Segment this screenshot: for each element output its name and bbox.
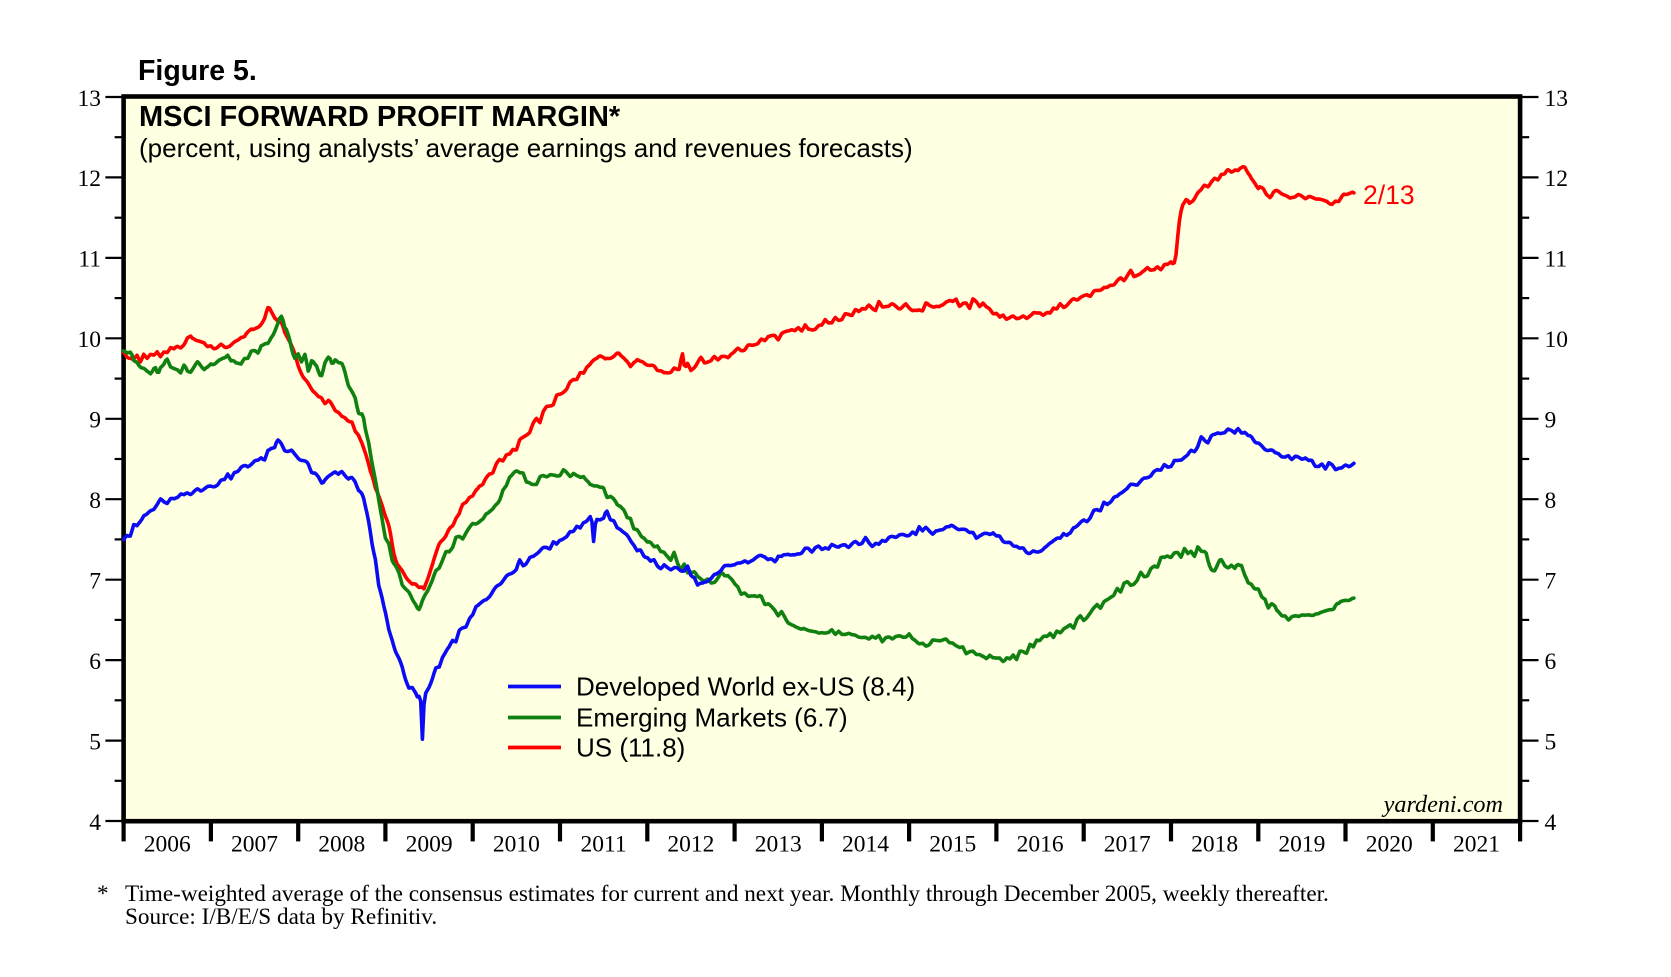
svg-text:Emerging Markets (6.7): Emerging Markets (6.7) xyxy=(576,703,848,733)
svg-text:2009: 2009 xyxy=(406,832,453,858)
svg-text:Source: I/B/E/S data by Refini: Source: I/B/E/S data by Refinitiv. xyxy=(125,904,437,930)
svg-text:5: 5 xyxy=(89,729,101,755)
svg-text:2017: 2017 xyxy=(1104,832,1151,858)
svg-text:8: 8 xyxy=(1545,488,1557,514)
svg-text:Developed World ex-US (8.4): Developed World ex-US (8.4) xyxy=(576,672,915,702)
svg-text:2019: 2019 xyxy=(1278,832,1325,858)
svg-text:2011: 2011 xyxy=(581,832,627,858)
svg-text:2016: 2016 xyxy=(1017,832,1064,858)
svg-text:2013: 2013 xyxy=(755,832,802,858)
svg-text:Time-weighted average of the c: Time-weighted average of the consensus e… xyxy=(125,881,1329,907)
svg-text:*: * xyxy=(97,881,109,907)
svg-text:2018: 2018 xyxy=(1191,832,1238,858)
svg-text:4: 4 xyxy=(89,810,101,836)
svg-text:9: 9 xyxy=(1545,408,1557,434)
svg-text:Figure 5.: Figure 5. xyxy=(138,55,257,87)
svg-text:2015: 2015 xyxy=(929,832,976,858)
svg-text:4: 4 xyxy=(1545,810,1557,836)
svg-text:2007: 2007 xyxy=(231,832,278,858)
svg-text:11: 11 xyxy=(78,247,101,273)
svg-text:6: 6 xyxy=(89,649,101,675)
svg-text:2006: 2006 xyxy=(144,832,191,858)
svg-text:10: 10 xyxy=(78,327,102,353)
svg-text:6: 6 xyxy=(1545,649,1557,675)
svg-text:yardeni.com: yardeni.com xyxy=(1381,791,1503,818)
svg-text:13: 13 xyxy=(78,86,102,112)
svg-text:2012: 2012 xyxy=(667,832,714,858)
svg-text:MSCI FORWARD PROFIT MARGIN*: MSCI FORWARD PROFIT MARGIN* xyxy=(139,101,621,133)
svg-text:5: 5 xyxy=(1545,729,1557,755)
svg-text:10: 10 xyxy=(1545,327,1569,353)
svg-text:2020: 2020 xyxy=(1366,832,1413,858)
svg-text:2/13: 2/13 xyxy=(1363,180,1415,210)
svg-text:2014: 2014 xyxy=(842,832,889,858)
svg-text:12: 12 xyxy=(78,166,102,192)
svg-text:9: 9 xyxy=(89,408,101,434)
svg-text:7: 7 xyxy=(1545,569,1557,595)
svg-text:11: 11 xyxy=(1545,247,1568,273)
svg-text:12: 12 xyxy=(1545,166,1569,192)
svg-text:2010: 2010 xyxy=(493,832,540,858)
svg-text:2021: 2021 xyxy=(1453,832,1500,858)
svg-text:13: 13 xyxy=(1545,86,1569,112)
svg-text:(percent, using analysts’ aver: (percent, using analysts’ average earnin… xyxy=(139,133,913,163)
svg-text:8: 8 xyxy=(89,488,101,514)
svg-text:2008: 2008 xyxy=(318,832,365,858)
svg-text:US (11.8): US (11.8) xyxy=(576,733,685,763)
svg-text:7: 7 xyxy=(89,569,101,595)
